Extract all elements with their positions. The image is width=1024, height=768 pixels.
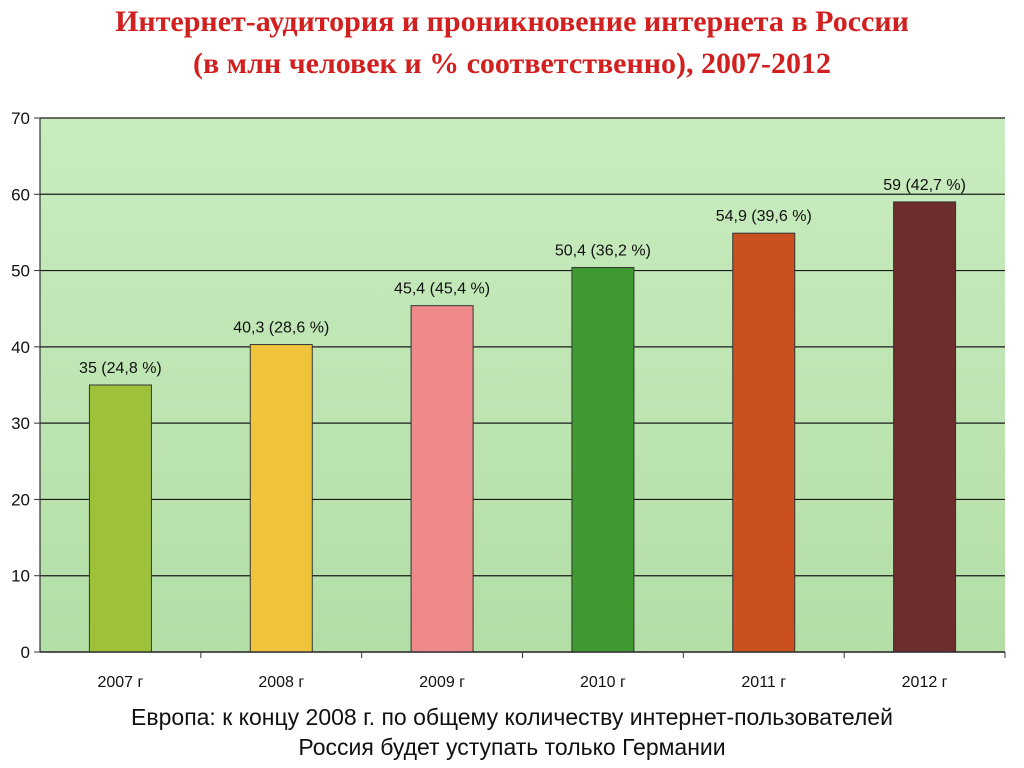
data-label: 50,4 (36,2 %) <box>555 243 651 260</box>
footnote-line-1: Европа: к концу 2008 г. по общему количе… <box>131 704 893 730</box>
y-tick-label: 70 <box>11 109 30 128</box>
x-tick-label: 2008 г <box>258 674 304 691</box>
y-tick-label: 0 <box>21 643 30 662</box>
plot-area <box>40 118 1005 652</box>
data-label: 40,3 (28,6 %) <box>233 320 329 337</box>
data-label: 35 (24,8 %) <box>79 360 162 377</box>
x-tick-label: 2012 г <box>902 674 948 691</box>
footnote-line-2: Россия будет уступать только Германии <box>298 734 726 760</box>
x-tick-label: 2009 г <box>419 674 465 691</box>
bars <box>88 201 957 653</box>
bar-chart: 0 10 20 30 40 50 60 70 35 (24,8 %) 40,3 (28,6 %)… <box>11 109 1006 691</box>
data-label: 45,4 (45,4 %) <box>394 281 490 298</box>
bar <box>88 384 152 653</box>
y-axis: 0 10 20 30 40 50 60 70 <box>11 109 41 662</box>
x-tick-label: 2007 г <box>97 674 143 691</box>
y-tick-label: 40 <box>11 338 30 357</box>
chart-title-line-2: (в млн человек и % соответственно), 2007… <box>192 47 832 80</box>
bar <box>732 232 796 653</box>
gridlines <box>40 117 1005 653</box>
chart-title-line-1: Интернет-аудитория и проникновение интер… <box>115 5 909 38</box>
x-tick-label: 2011 г <box>741 674 786 691</box>
data-label: 59 (42,7 %) <box>883 177 966 194</box>
data-labels: 35 (24,8 %) 40,3 (28,6 %) 45,4 (45,4 %) 50,… <box>79 177 966 377</box>
y-tick-label: 20 <box>11 490 30 509</box>
y-tick-label: 30 <box>11 414 30 433</box>
y-tick-label: 50 <box>11 262 30 281</box>
bar <box>571 267 635 653</box>
y-tick-label: 10 <box>11 567 30 586</box>
data-label: 54,9 (39,6 %) <box>716 208 812 225</box>
x-axis: 2007 г 2008 г 2009 г 2010 г 2011 г 2012 г <box>40 651 1006 691</box>
bar <box>410 305 474 653</box>
bar <box>249 344 313 653</box>
y-tick-label: 60 <box>11 185 30 204</box>
bar <box>893 201 957 653</box>
x-tick-label: 2010 г <box>580 674 626 691</box>
